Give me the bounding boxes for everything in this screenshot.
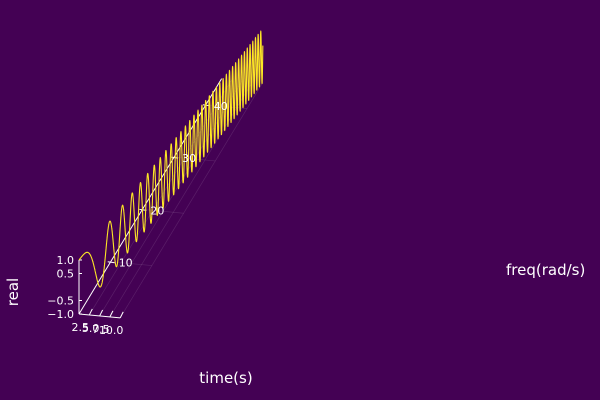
time-tick-label: 5.0 <box>82 322 100 335</box>
time-tick-label: 2.5 <box>72 321 90 334</box>
z-axis-label: real <box>4 278 22 306</box>
y-axis-label: freq(rad/s) <box>506 261 585 279</box>
time-tick-mark <box>109 310 114 318</box>
freq-tick-label: 30 <box>182 152 196 165</box>
real-tick-label: 0.5 <box>57 268 75 281</box>
grid-line-freq <box>142 209 184 214</box>
freq-tick-mark <box>107 261 115 264</box>
freq-tick-label: 40 <box>214 100 228 113</box>
series-line <box>170 30 264 196</box>
grid-line-time <box>119 82 264 319</box>
series-line <box>78 145 172 288</box>
grid <box>89 79 264 319</box>
freq-axis-line <box>78 78 223 315</box>
tick-labels: 2.55.07.510.0 10 20 30 40 −1.0−0.5 0.51.0 <box>47 100 228 337</box>
freq-tick-label: 20 <box>150 204 164 217</box>
time-tick-mark <box>119 311 124 319</box>
real-tick-label: −0.5 <box>47 295 74 308</box>
time-tick-mark <box>99 309 104 317</box>
real-tick-label: −1.0 <box>47 308 74 321</box>
time-tick-label: 10.0 <box>99 324 124 337</box>
real-tick-label: 1.0 <box>57 254 75 267</box>
freq-tick-label: 10 <box>119 257 133 270</box>
series <box>78 30 264 288</box>
grid-line-freq <box>174 156 216 162</box>
time-tick-label: 7.5 <box>92 323 110 336</box>
time-tick-mark <box>88 308 93 316</box>
axes <box>78 78 223 319</box>
x-axis-label: time(s) <box>199 369 252 387</box>
